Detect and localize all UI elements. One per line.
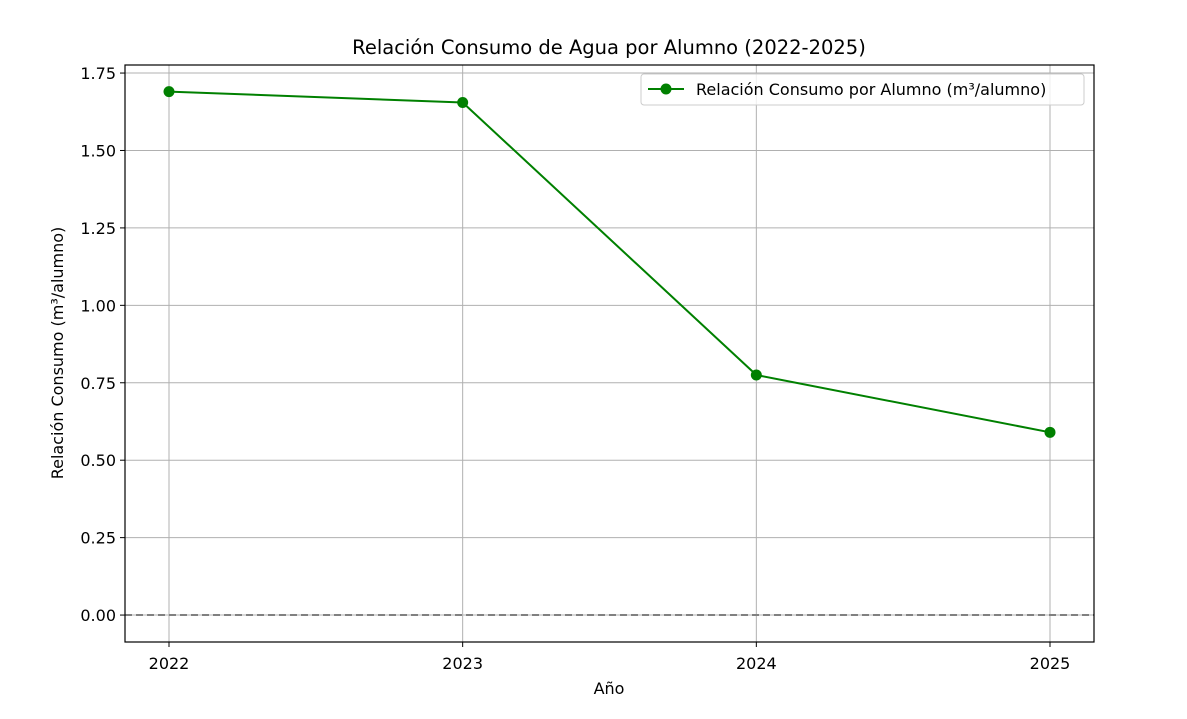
- x-tick-label: 2023: [442, 654, 483, 673]
- y-tick-label: 1.25: [80, 219, 116, 238]
- legend-frame: [640, 73, 1085, 106]
- legend-marker-swatch: [660, 83, 672, 95]
- data-point: [457, 96, 469, 108]
- y-tick-label: 1.50: [80, 141, 116, 160]
- x-tick-label: 2025: [1030, 654, 1071, 673]
- y-tick-label: 0.75: [80, 374, 116, 393]
- x-tick-label: 2022: [149, 654, 190, 673]
- series-line: [168, 90, 1051, 434]
- data-point: [1044, 426, 1056, 438]
- y-tick-label: 1.75: [80, 64, 116, 83]
- grid: [125, 65, 1094, 642]
- legend: Relación Consumo por Alumno (m³/alumno): [640, 73, 1085, 106]
- y-tick-label: 1.00: [80, 296, 116, 315]
- x-tick-label: 2024: [736, 654, 777, 673]
- data-point: [750, 369, 762, 381]
- chart-title: Relación Consumo de Agua por Alumno (202…: [352, 36, 866, 59]
- x-axis: 2022 2023 2024 2025: [149, 642, 1071, 673]
- y-tick-label: 0.00: [80, 606, 116, 625]
- plot-frame: [124, 64, 1095, 643]
- x-axis-title: Año: [594, 679, 625, 698]
- y-tick-label: 0.50: [80, 451, 116, 470]
- series-layer: [163, 86, 1056, 438]
- y-axis-title: Relación Consumo (m³/alumno): [48, 227, 67, 480]
- data-point: [163, 86, 175, 98]
- y-axis: 0.00 0.25 0.50 0.75 1.00 1.25 1.50 1.75: [80, 64, 125, 625]
- legend-label: Relación Consumo por Alumno (m³/alumno): [696, 80, 1046, 99]
- y-tick-label: 0.25: [80, 529, 116, 548]
